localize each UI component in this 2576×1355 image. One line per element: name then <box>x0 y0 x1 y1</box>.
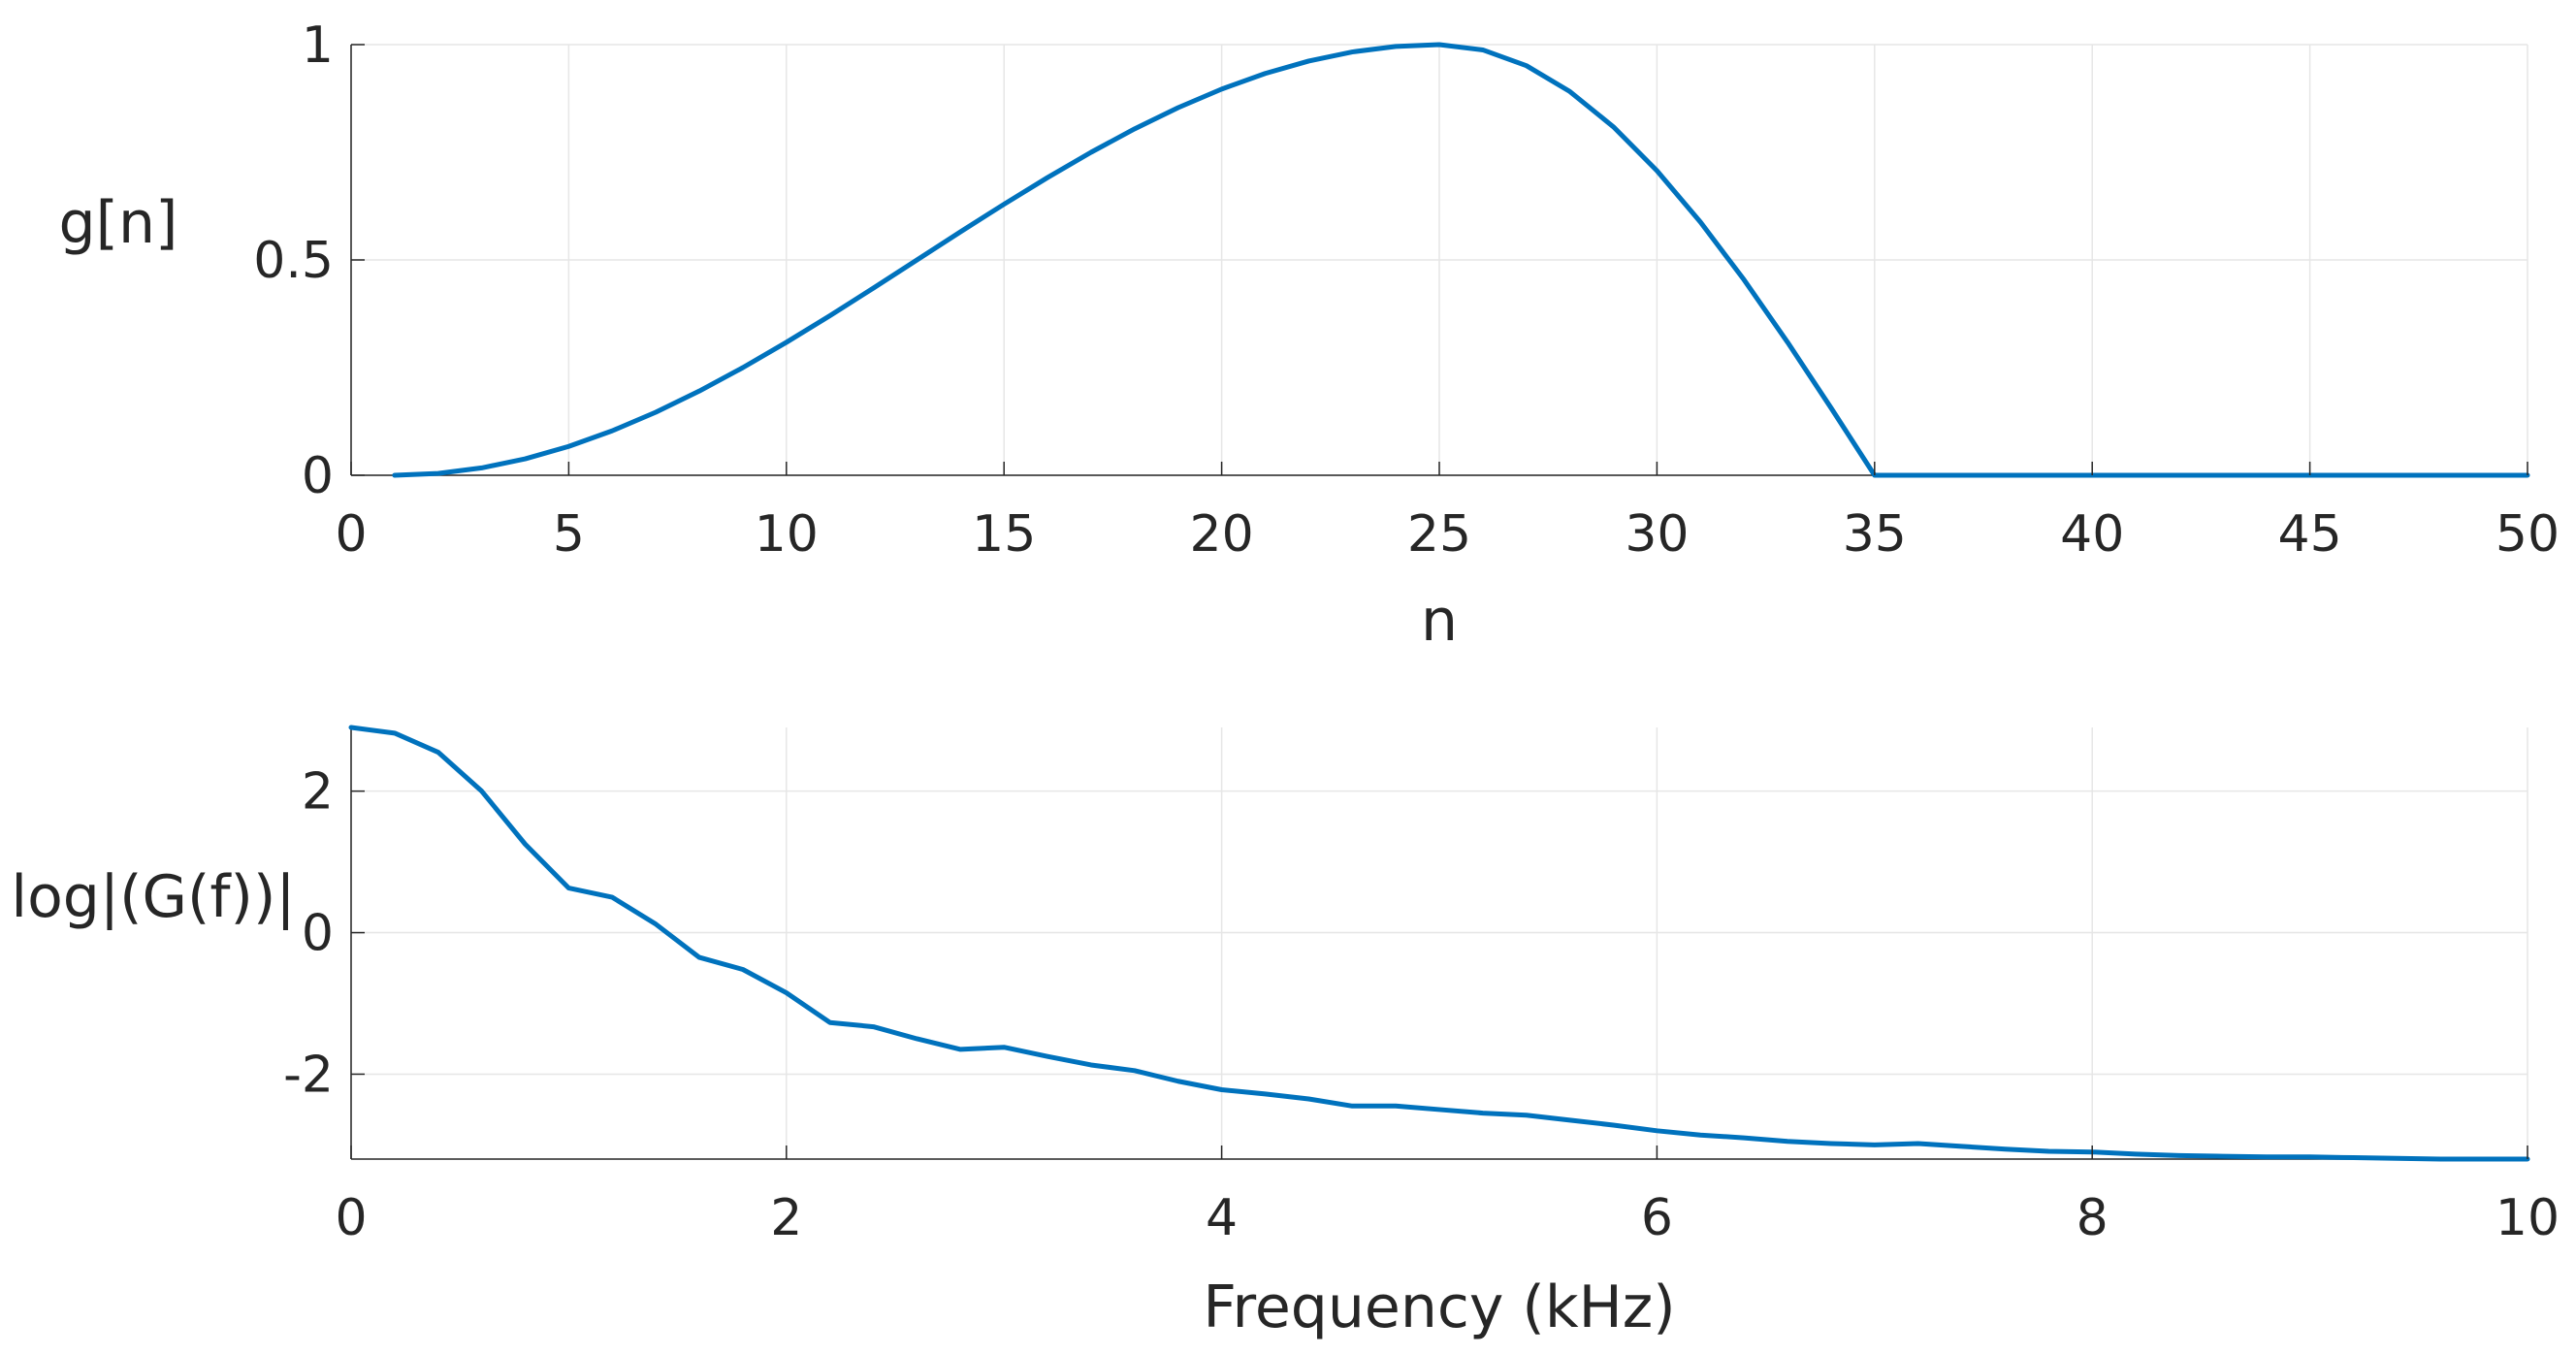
top-y-tick-label: 0 <box>302 447 334 505</box>
top-x-tick-label: 5 <box>553 505 585 564</box>
top-x-tick-label: 20 <box>1190 505 1254 564</box>
top-y-tick-label: 1 <box>302 16 334 75</box>
top-y-tick-label: 0.5 <box>253 232 334 290</box>
top-x-tick-label: 35 <box>1843 505 1907 564</box>
top-x-tick-label: 15 <box>972 505 1036 564</box>
bottom-y-axis-label: log|(G(f))| <box>11 863 295 931</box>
top-x-tick-label: 25 <box>1407 505 1471 564</box>
top-subplot: 0 5 10 15 20 25 30 35 40 45 50 00.51 n g[n] <box>59 16 2560 655</box>
bottom-y-tick-label: -2 <box>283 1046 334 1104</box>
top-y-axis-label: g[n] <box>59 189 178 257</box>
top-y-ticks: 00.51 <box>253 16 365 505</box>
bottom-x-axis-label: Frequency (kHz) <box>1203 1274 1675 1341</box>
bottom-y-ticks: 2 0 -2 <box>283 763 365 1104</box>
top-x-tick-label: 50 <box>2496 505 2560 564</box>
bottom-x-tick-label: 8 <box>2077 1189 2109 1247</box>
top-series-line <box>392 42 2530 478</box>
bottom-x-tick-label: 0 <box>335 1189 367 1247</box>
bottom-axes <box>350 727 2528 1160</box>
bottom-series-line <box>348 725 2530 1162</box>
bottom-x-ticks: 0 2 4 6 8 10 <box>335 1145 2560 1247</box>
top-x-tick-label: 45 <box>2278 505 2342 564</box>
top-x-tick-label: 10 <box>755 505 819 564</box>
bottom-x-tick-label: 2 <box>770 1189 802 1247</box>
bottom-y-tick-label: 2 <box>302 763 334 822</box>
top-series <box>392 42 2530 478</box>
bottom-x-tick-label: 10 <box>2496 1189 2560 1247</box>
bottom-series <box>348 725 2530 1162</box>
top-x-ticks: 0 5 10 15 20 25 30 35 40 45 50 <box>335 462 2560 564</box>
bottom-x-tick-label: 6 <box>1641 1189 1673 1247</box>
top-grid <box>350 44 2528 476</box>
bottom-x-tick-label: 4 <box>1206 1189 1238 1247</box>
bottom-y-tick-label: 0 <box>302 905 334 963</box>
bottom-subplot: 0 2 4 6 8 10 2 0 -2 Frequency (kHz) log|(G(f))| <box>11 725 2560 1341</box>
top-x-tick-label: 0 <box>335 505 367 564</box>
top-x-tick-label: 30 <box>1625 505 1689 564</box>
top-x-tick-label: 40 <box>2060 505 2124 564</box>
top-x-axis-label: n <box>1421 587 1458 655</box>
